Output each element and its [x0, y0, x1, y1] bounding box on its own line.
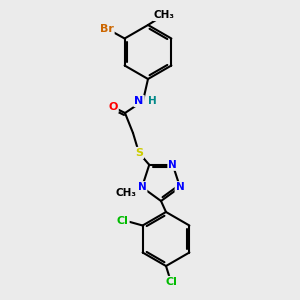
Text: N: N — [138, 182, 146, 192]
Text: H: H — [148, 96, 156, 106]
Text: CH₃: CH₃ — [154, 10, 175, 20]
Text: N: N — [168, 160, 177, 170]
Text: CH₃: CH₃ — [116, 188, 136, 198]
Text: O: O — [108, 102, 118, 112]
Text: Cl: Cl — [165, 277, 177, 287]
Text: Br: Br — [100, 23, 114, 34]
Text: N: N — [176, 182, 184, 192]
Text: S: S — [135, 148, 143, 158]
Text: N: N — [134, 96, 144, 106]
Text: Cl: Cl — [117, 215, 129, 226]
